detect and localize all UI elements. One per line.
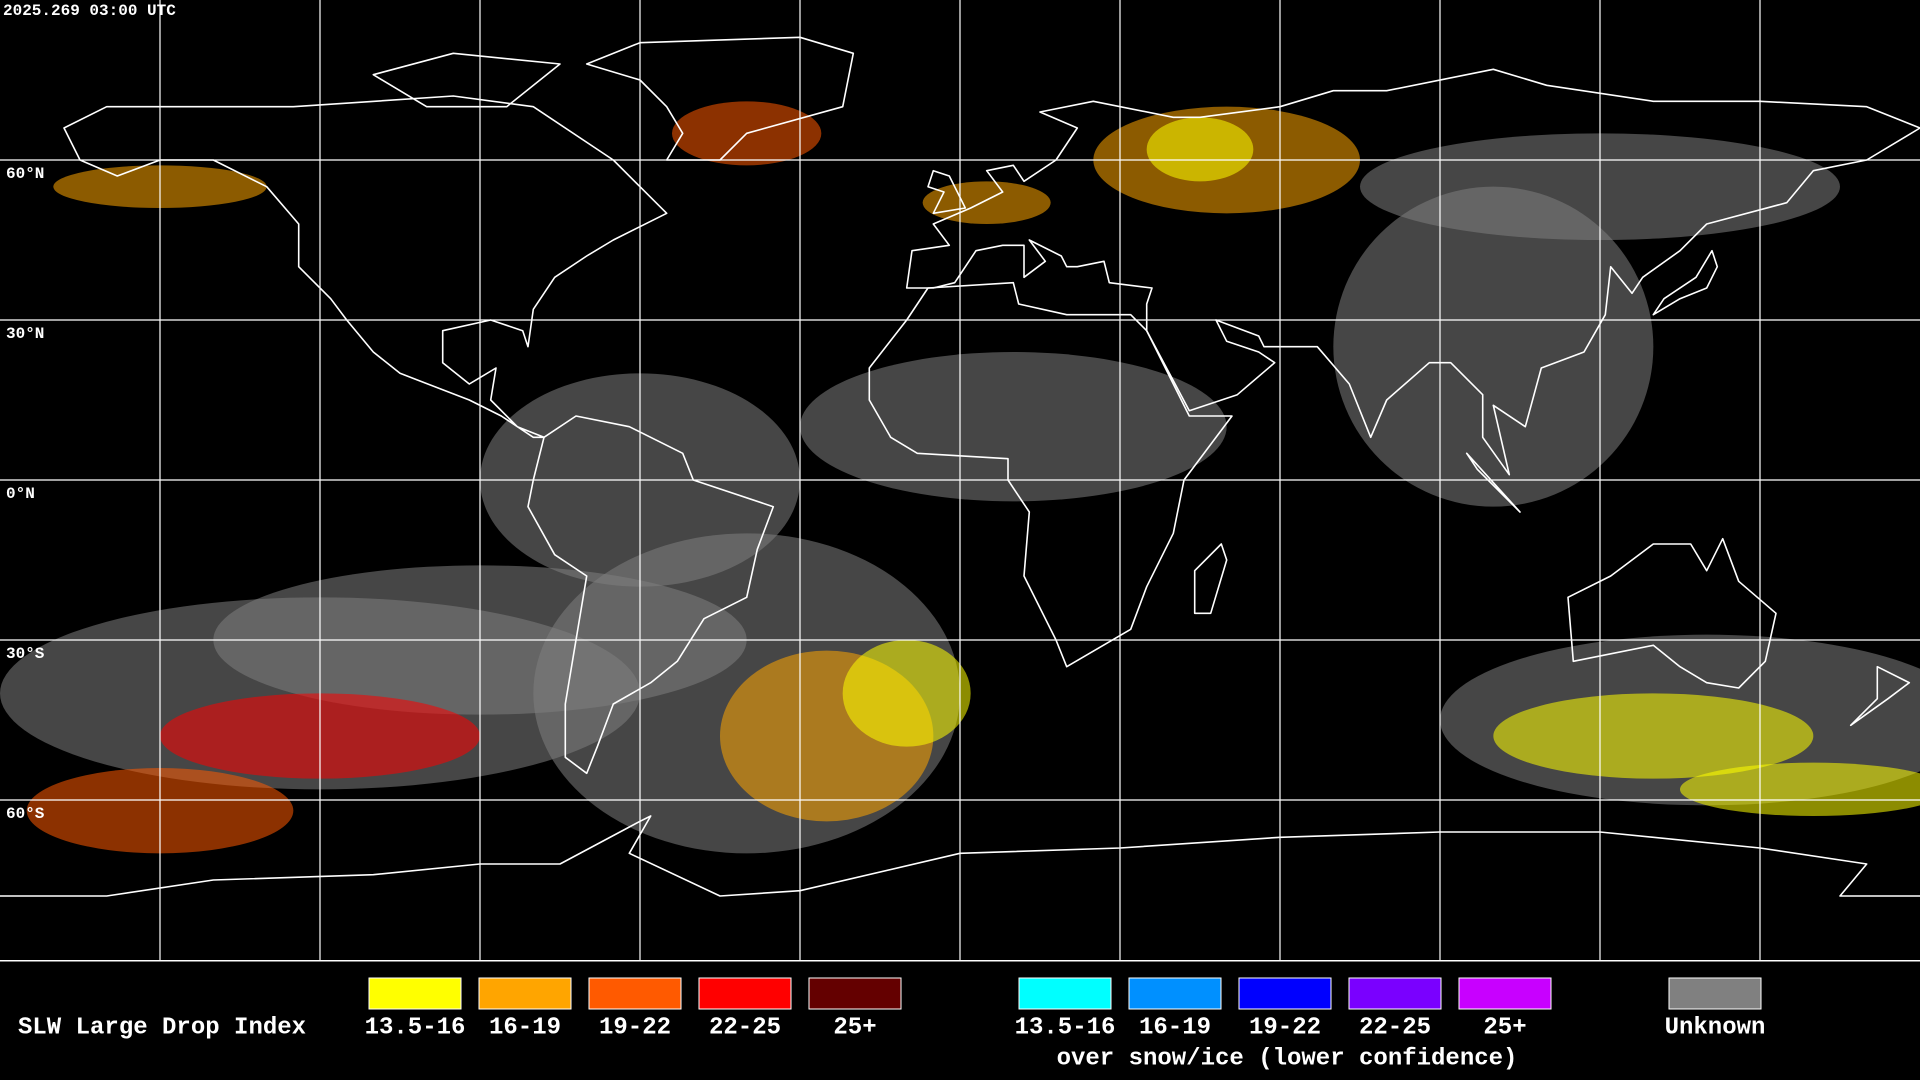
- legend: SLW Large Drop Index 13.5-16 16-19 19-22 22-…: [0, 960, 1920, 1072]
- legend-label: 19-22: [1249, 1014, 1321, 1041]
- lat-label: 30°N: [6, 325, 44, 343]
- legend-swatch: [1458, 977, 1552, 1010]
- legend-label: 13.5-16: [365, 1014, 466, 1041]
- graticule: 60°N 30°N 0°N 30°S 60°S: [0, 0, 1920, 960]
- legend-swatch: [368, 977, 462, 1010]
- coastline: [905, 68, 1920, 476]
- coastline: [585, 36, 855, 161]
- legend-swatch: [588, 977, 682, 1010]
- legend-swatch: [808, 977, 902, 1010]
- lat-label: 60°N: [6, 165, 44, 183]
- lat-label: 60°S: [6, 805, 45, 823]
- coastline: [527, 415, 775, 775]
- cloud-patch: [1146, 117, 1254, 182]
- coastline: [372, 52, 561, 108]
- cloud-patch: [922, 181, 1051, 225]
- lat-label: 0°N: [6, 485, 35, 503]
- legend-swatch: [478, 977, 572, 1010]
- coastlines: [0, 36, 1920, 897]
- legend-label: Unknown: [1665, 1014, 1766, 1041]
- cloud-patch: [800, 352, 1227, 502]
- legend-swatch: [1238, 977, 1332, 1010]
- legend-swatch: [1348, 977, 1442, 1010]
- coastline: [868, 281, 1233, 668]
- legend-note: over snow/ice (lower confidence): [1057, 1045, 1518, 1072]
- legend-label: 16-19: [489, 1014, 561, 1041]
- legend-label: 22-25: [1359, 1014, 1431, 1041]
- lat-label: 30°S: [6, 645, 45, 663]
- legend-swatch: [1018, 977, 1112, 1010]
- legend-label: 13.5-16: [1015, 1014, 1116, 1041]
- legend-label: 19-22: [599, 1014, 671, 1041]
- coastline: [1849, 665, 1911, 727]
- legend-divider: [0, 960, 1920, 962]
- coastline: [0, 815, 1920, 897]
- legend-label: 25+: [1483, 1014, 1526, 1041]
- coastline: [927, 169, 967, 215]
- cloud-patch: [1333, 186, 1654, 507]
- legend-swatch: [1668, 977, 1762, 1010]
- legend-swatch: [1128, 977, 1222, 1010]
- coastline: [63, 95, 668, 439]
- coastline: [1567, 537, 1777, 689]
- timestamp: 2025.269 03:00 UTC: [3, 2, 176, 20]
- legend-label: 16-19: [1139, 1014, 1211, 1041]
- cloud-patch: [1493, 693, 1814, 779]
- legend-title: SLW Large Drop Index: [18, 1014, 306, 1041]
- legend-label: 25+: [833, 1014, 876, 1041]
- coastline: [1193, 543, 1228, 615]
- cloud-patch: [842, 640, 971, 747]
- coastline: [1465, 452, 1521, 513]
- legend-label: 22-25: [709, 1014, 781, 1041]
- legend-swatch: [698, 977, 792, 1010]
- coastline: [1652, 249, 1719, 316]
- cloud-patch: [1680, 762, 1920, 816]
